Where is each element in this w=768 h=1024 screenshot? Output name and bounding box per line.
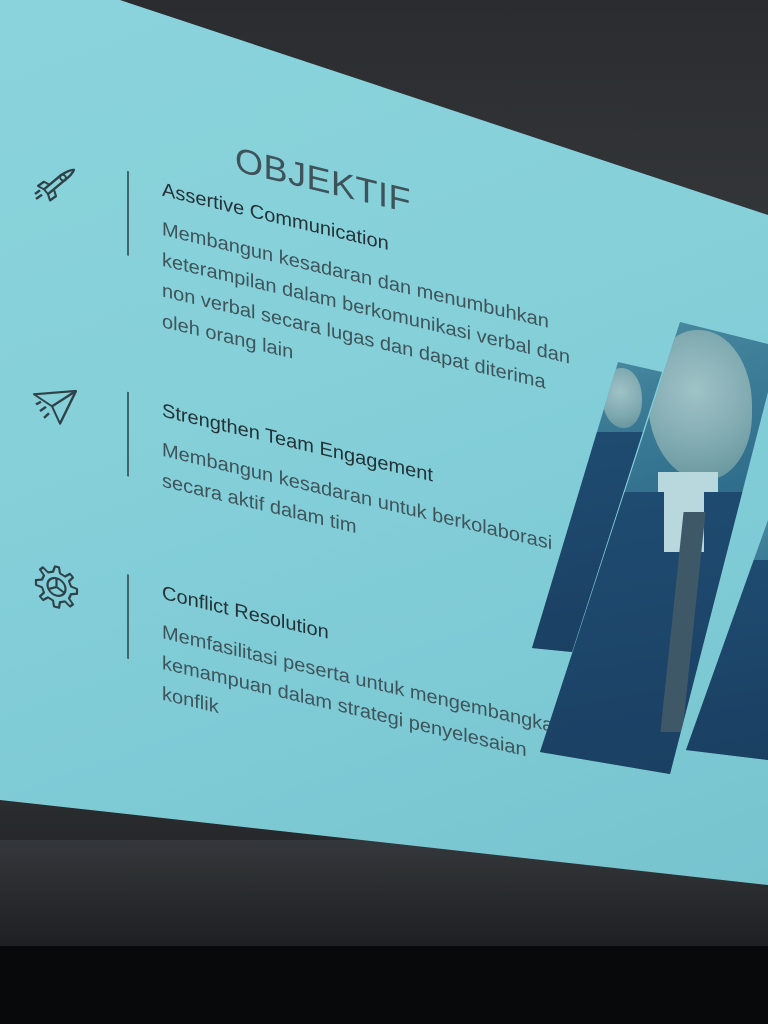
rocket-icon xyxy=(30,153,80,213)
objective-item: Conflict Resolution Memfasilitasi pesert… xyxy=(30,551,564,761)
item-divider xyxy=(127,391,129,477)
item-description: Memfasilitasi peserta untuk mengembangka… xyxy=(162,621,565,762)
item-divider xyxy=(127,574,129,660)
stage-edge xyxy=(0,946,768,1024)
gear-icon xyxy=(30,557,80,617)
objective-item: Strengthen Team Engagement Membangun kes… xyxy=(30,368,552,554)
objective-item: Assertive Communication Membangun kesada… xyxy=(30,148,570,393)
slide: OBJEKTIF Assertive Communication Membang… xyxy=(30,90,710,885)
paper-plane-icon xyxy=(30,374,80,434)
item-divider xyxy=(127,170,129,256)
